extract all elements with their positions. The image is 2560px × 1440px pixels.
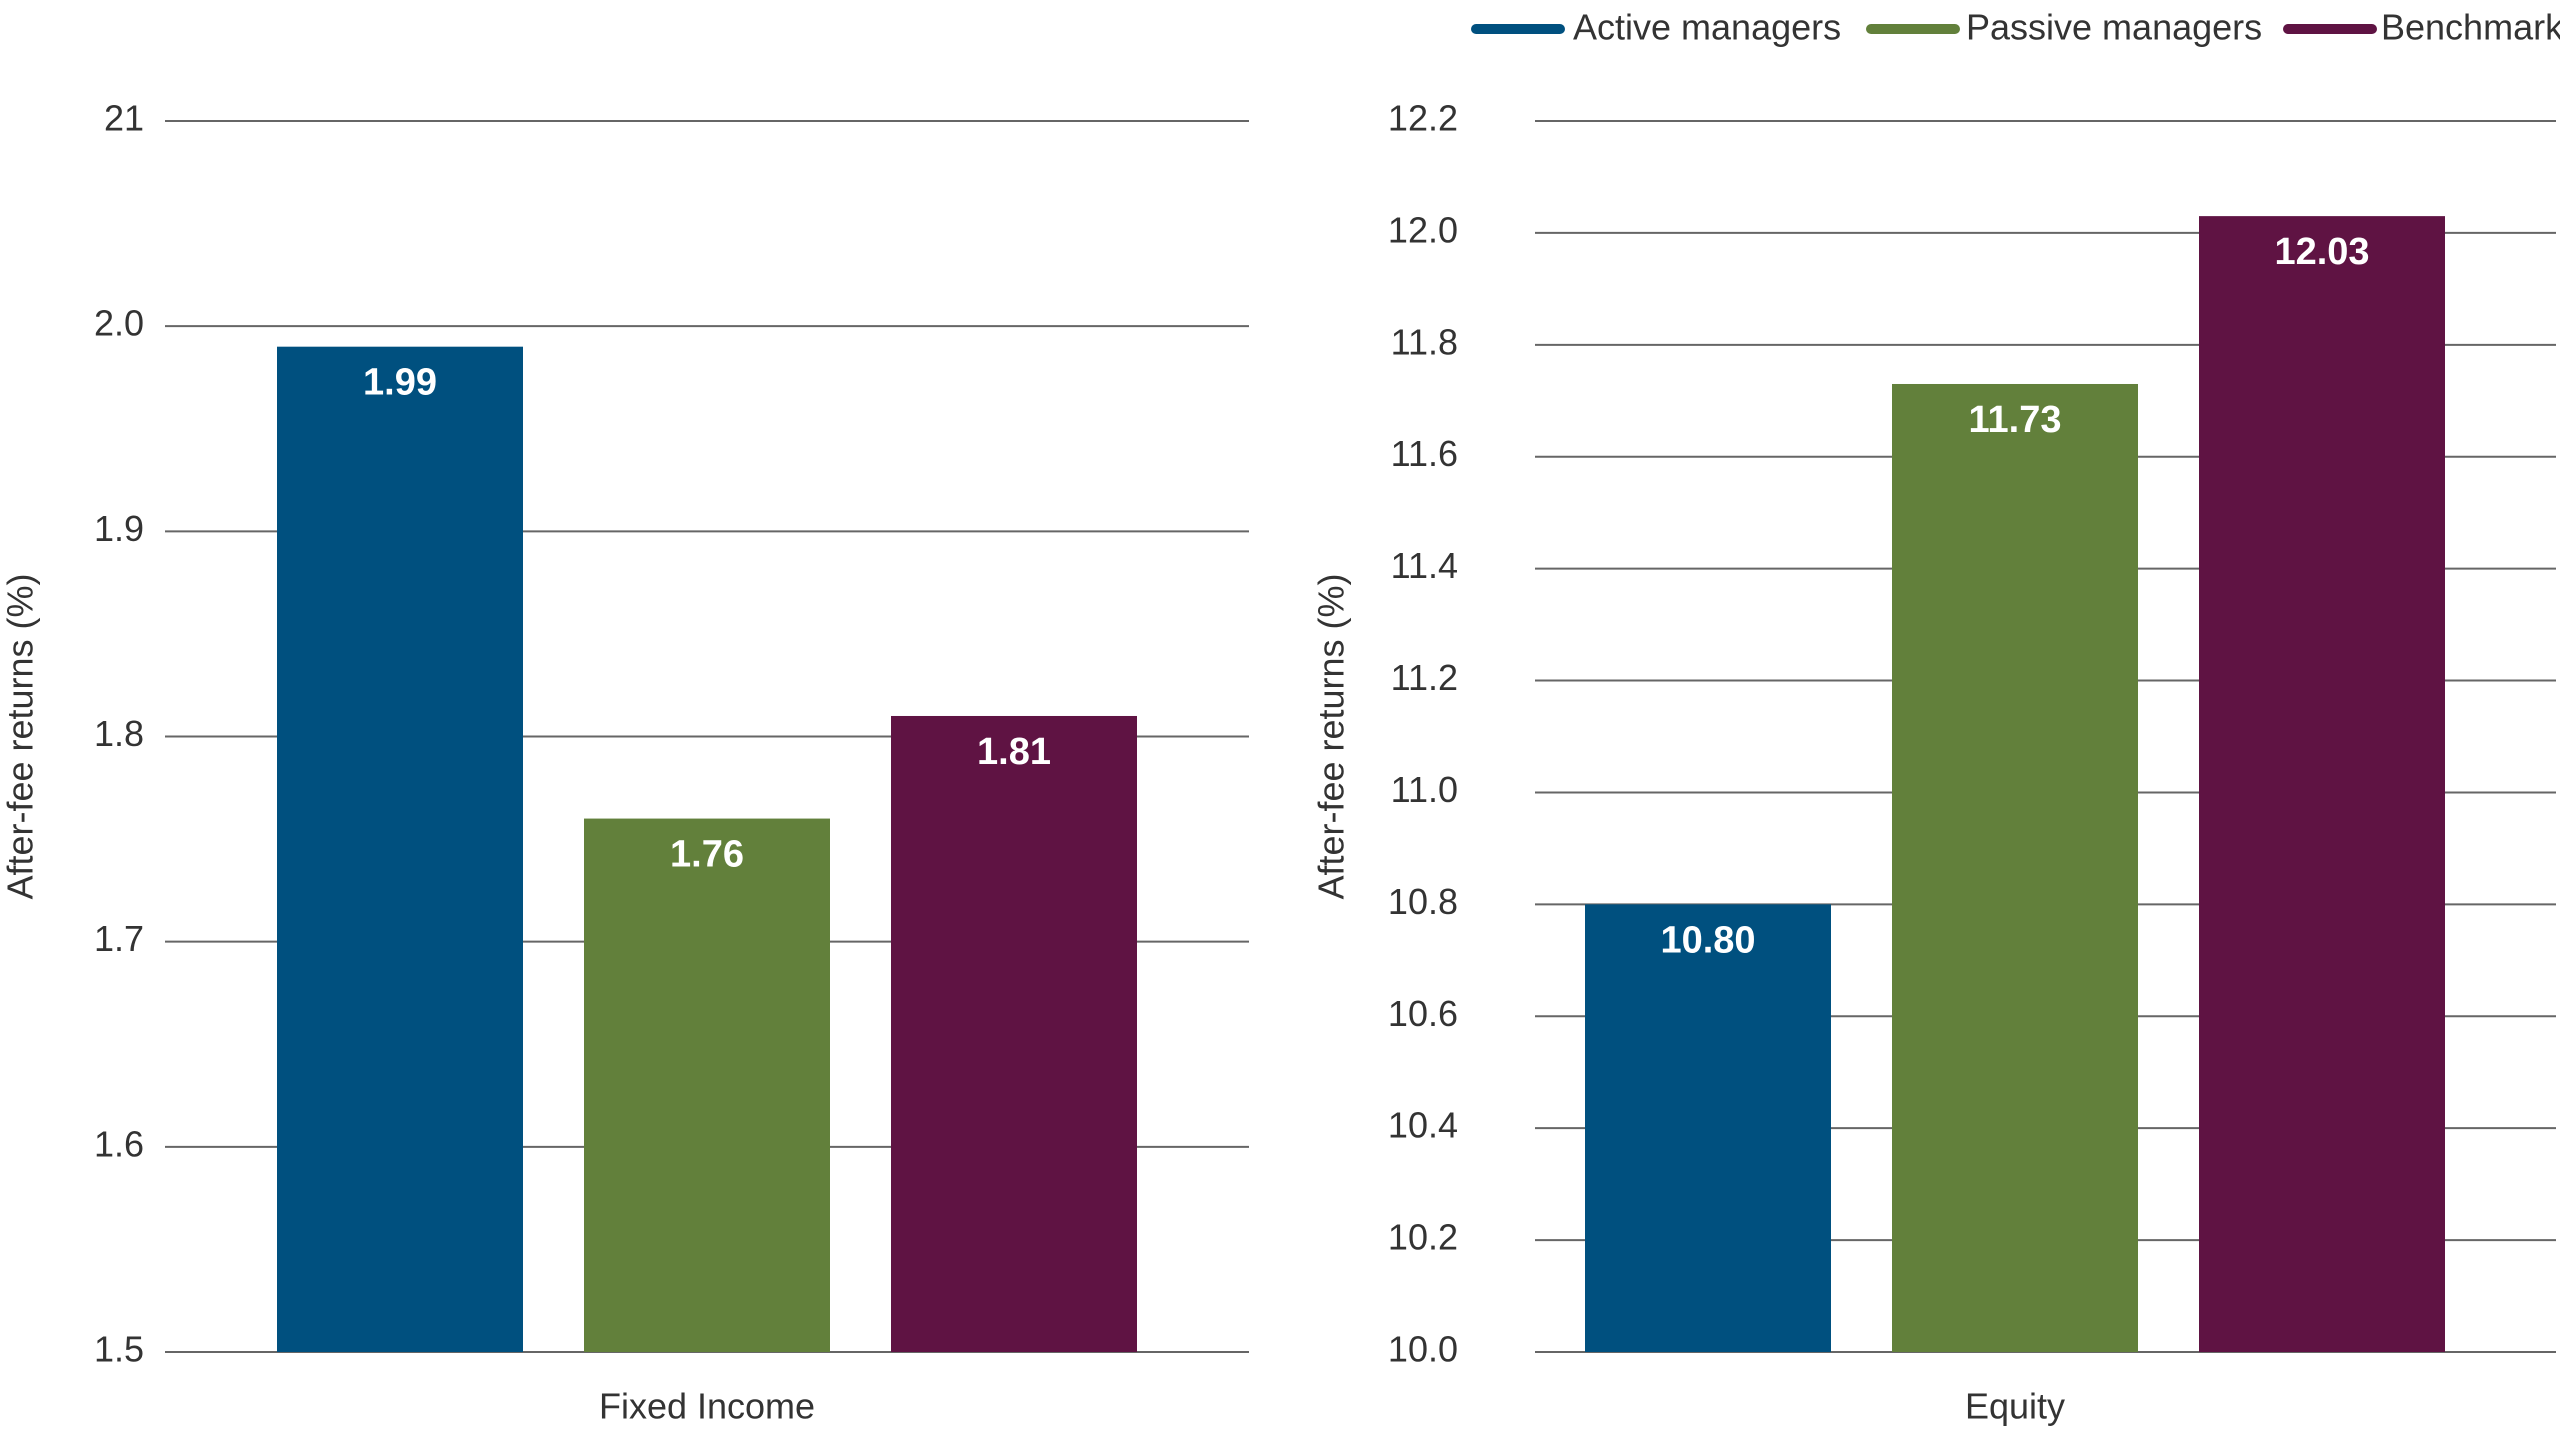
value-label: 1.76 <box>670 834 744 876</box>
y-tick-label: 11.8 <box>1391 321 1458 362</box>
y-tick-label: 21 <box>104 98 144 139</box>
y-tick-label: 1.9 <box>94 508 144 549</box>
y-tick-label: 10.6 <box>1388 993 1458 1034</box>
y-tick-label: 2.0 <box>94 303 144 344</box>
y-tick-label: 11.2 <box>1391 657 1458 698</box>
bar <box>2199 216 2445 1353</box>
value-label: 11.73 <box>1969 399 2062 441</box>
y-tick-label: 10.0 <box>1388 1329 1458 1370</box>
value-label: 12.03 <box>2274 231 2369 273</box>
x-tick-label: Equity <box>1965 1386 2065 1427</box>
x-tick-label: Fixed Income <box>599 1386 815 1427</box>
y-tick-label: 1.6 <box>94 1123 144 1164</box>
y-tick-label: 12.2 <box>1388 98 1458 139</box>
legend-label: Active managers <box>1573 7 1841 48</box>
value-label: 10.80 <box>1660 919 1755 961</box>
y-tick-label: 10.4 <box>1388 1105 1458 1146</box>
y-tick-label: 10.8 <box>1388 881 1458 922</box>
y-tick-label: 10.2 <box>1388 1217 1458 1258</box>
y-tick-label: 12.0 <box>1388 209 1458 250</box>
y-tick-label: 11.4 <box>1391 545 1458 586</box>
bar <box>891 715 1137 1352</box>
y-tick-label: 11.0 <box>1391 769 1458 810</box>
bar <box>1585 904 1831 1352</box>
y-tick-label: 1.8 <box>94 713 144 754</box>
bar <box>277 346 523 1352</box>
y-tick-label: 1.7 <box>94 918 144 959</box>
y-tick-label: 1.5 <box>94 1329 144 1370</box>
y-axis-title: After-fee returns (%) <box>0 573 41 899</box>
bar <box>584 818 830 1352</box>
legend-label: Benchmark <box>2381 7 2560 48</box>
value-label: 1.99 <box>363 362 437 404</box>
value-label: 1.81 <box>977 731 1051 773</box>
y-tick-label: 11.6 <box>1391 433 1458 474</box>
y-axis-title: After-fee returns (%) <box>1311 573 1352 899</box>
bar <box>1892 383 2138 1353</box>
legend-label: Passive managers <box>1966 7 2262 48</box>
